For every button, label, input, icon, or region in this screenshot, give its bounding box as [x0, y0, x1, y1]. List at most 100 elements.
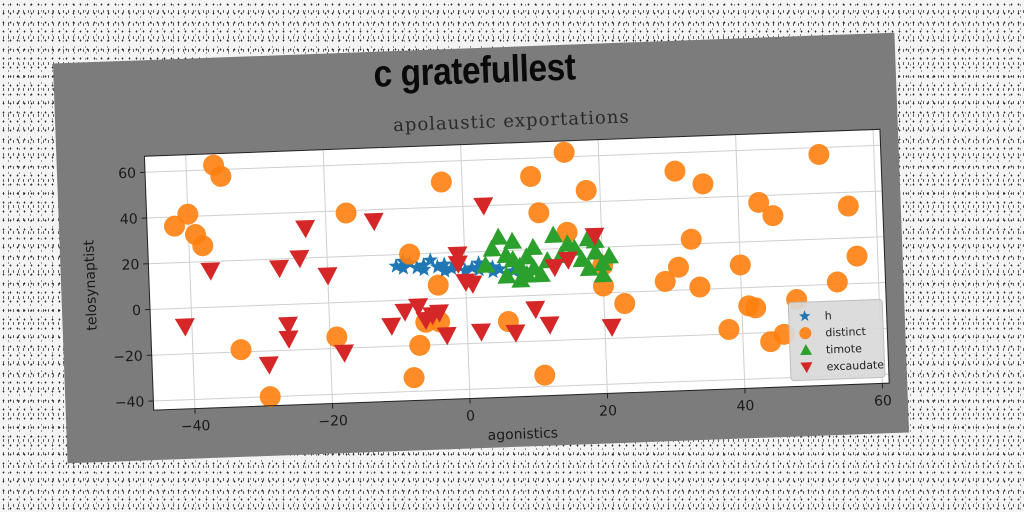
legend: h distinct timote excaudate: [787, 298, 886, 382]
data-point: [409, 334, 431, 356]
data-point: [317, 267, 338, 286]
legend-label: excaudate: [826, 358, 884, 373]
data-point: [326, 326, 348, 348]
x-tick-label: 20: [599, 403, 617, 420]
data-point: [584, 227, 605, 246]
y-grid-line: [150, 282, 886, 310]
x-axis-label: agonistics: [487, 425, 558, 444]
data-point: [381, 317, 402, 336]
x-tick-label: 60: [874, 393, 892, 410]
data-point: [436, 263, 453, 278]
y-grid-line: [148, 236, 884, 265]
data-point: [395, 260, 411, 275]
data-point: [614, 293, 636, 315]
legend-marker-timote: [800, 344, 813, 356]
data-point: [289, 249, 310, 269]
data-point: [447, 246, 468, 265]
x-tick-label: 0: [466, 408, 476, 424]
data-point: [579, 258, 599, 277]
data-point: [334, 344, 355, 363]
legend-marker-distinct: [799, 327, 812, 340]
data-point: [664, 160, 686, 182]
data-point: [278, 330, 299, 349]
x-tick-label: −20: [318, 413, 348, 430]
data-point: [473, 197, 494, 216]
data-point: [601, 318, 622, 337]
data-point: [164, 215, 186, 237]
data-point: [192, 235, 214, 257]
y-tick-label: 60: [118, 166, 136, 183]
data-point: [718, 318, 740, 340]
y-axis-label: telosynaptist: [81, 239, 100, 331]
y-grid-line: [151, 327, 888, 356]
plot-title: apolaustic exportations: [393, 106, 630, 136]
data-point: [762, 205, 784, 227]
series-distinct: [164, 141, 868, 408]
data-point: [363, 212, 384, 232]
y-tick-label: −40: [115, 394, 145, 411]
axis-ticks: −40 −20 0 20 40 60 −40 −20 0 20 40 60: [113, 166, 892, 435]
chart-figure: −40 −20 0 20 40 60 −40 −20 0 20 40 60 apolaustic ex…: [52, 32, 910, 464]
data-point: [269, 259, 289, 279]
data-point: [497, 266, 517, 284]
legend-label: timote: [826, 342, 863, 356]
data-point: [556, 221, 578, 243]
data-point: [808, 143, 830, 165]
y-tick-label: 20: [121, 257, 139, 274]
series-excaudate: [174, 197, 622, 375]
data-point: [399, 243, 421, 265]
data-point: [335, 202, 357, 224]
data-point: [586, 242, 606, 260]
data-point: [427, 274, 449, 296]
data-points: [164, 141, 868, 408]
data-point: [470, 323, 491, 342]
data-point: [436, 326, 457, 346]
data-point: [503, 250, 523, 268]
data-point: [403, 367, 425, 389]
data-point: [565, 238, 585, 257]
y-tick-label: −20: [113, 349, 143, 366]
data-point: [525, 300, 546, 320]
x-tick-label: 40: [736, 398, 754, 415]
data-point: [689, 276, 711, 298]
data-point: [745, 297, 767, 319]
data-point: [518, 265, 538, 283]
data-point: [200, 262, 221, 281]
y-grid-line: [144, 144, 881, 173]
data-point: [230, 339, 252, 361]
data-point: [544, 258, 565, 278]
y-tick-label: 0: [132, 303, 142, 319]
plot-frame: [143, 128, 890, 411]
data-point: [447, 255, 468, 274]
data-point: [416, 261, 432, 277]
data-point: [729, 254, 751, 276]
data-point: [394, 303, 415, 322]
data-point: [531, 265, 551, 283]
data-point: [692, 173, 714, 195]
data-point: [600, 246, 620, 264]
data-point: [259, 386, 281, 408]
data-point: [748, 191, 770, 213]
data-point: [654, 270, 676, 292]
data-point: [503, 231, 523, 250]
x-tick-label: −40: [181, 418, 211, 435]
data-point: [277, 316, 298, 336]
data-point: [846, 245, 868, 267]
data-point: [489, 227, 509, 246]
data-point: [462, 275, 483, 294]
data-point: [210, 165, 232, 187]
scatter-chart: −40 −20 0 20 40 60 −40 −20 0 20 40 60 apolaustic ex…: [81, 106, 892, 444]
data-point: [553, 141, 575, 163]
data-point: [534, 364, 556, 386]
data-point: [575, 179, 597, 201]
data-point: [295, 219, 316, 239]
legend-marker-h: [798, 310, 811, 322]
data-point: [837, 195, 859, 217]
legend-box: [787, 298, 886, 382]
data-point: [422, 252, 438, 267]
data-point: [539, 316, 560, 335]
data-point: [505, 324, 526, 343]
y-tick-label: 40: [120, 211, 138, 228]
data-point: [476, 255, 496, 274]
data-point: [523, 237, 543, 256]
